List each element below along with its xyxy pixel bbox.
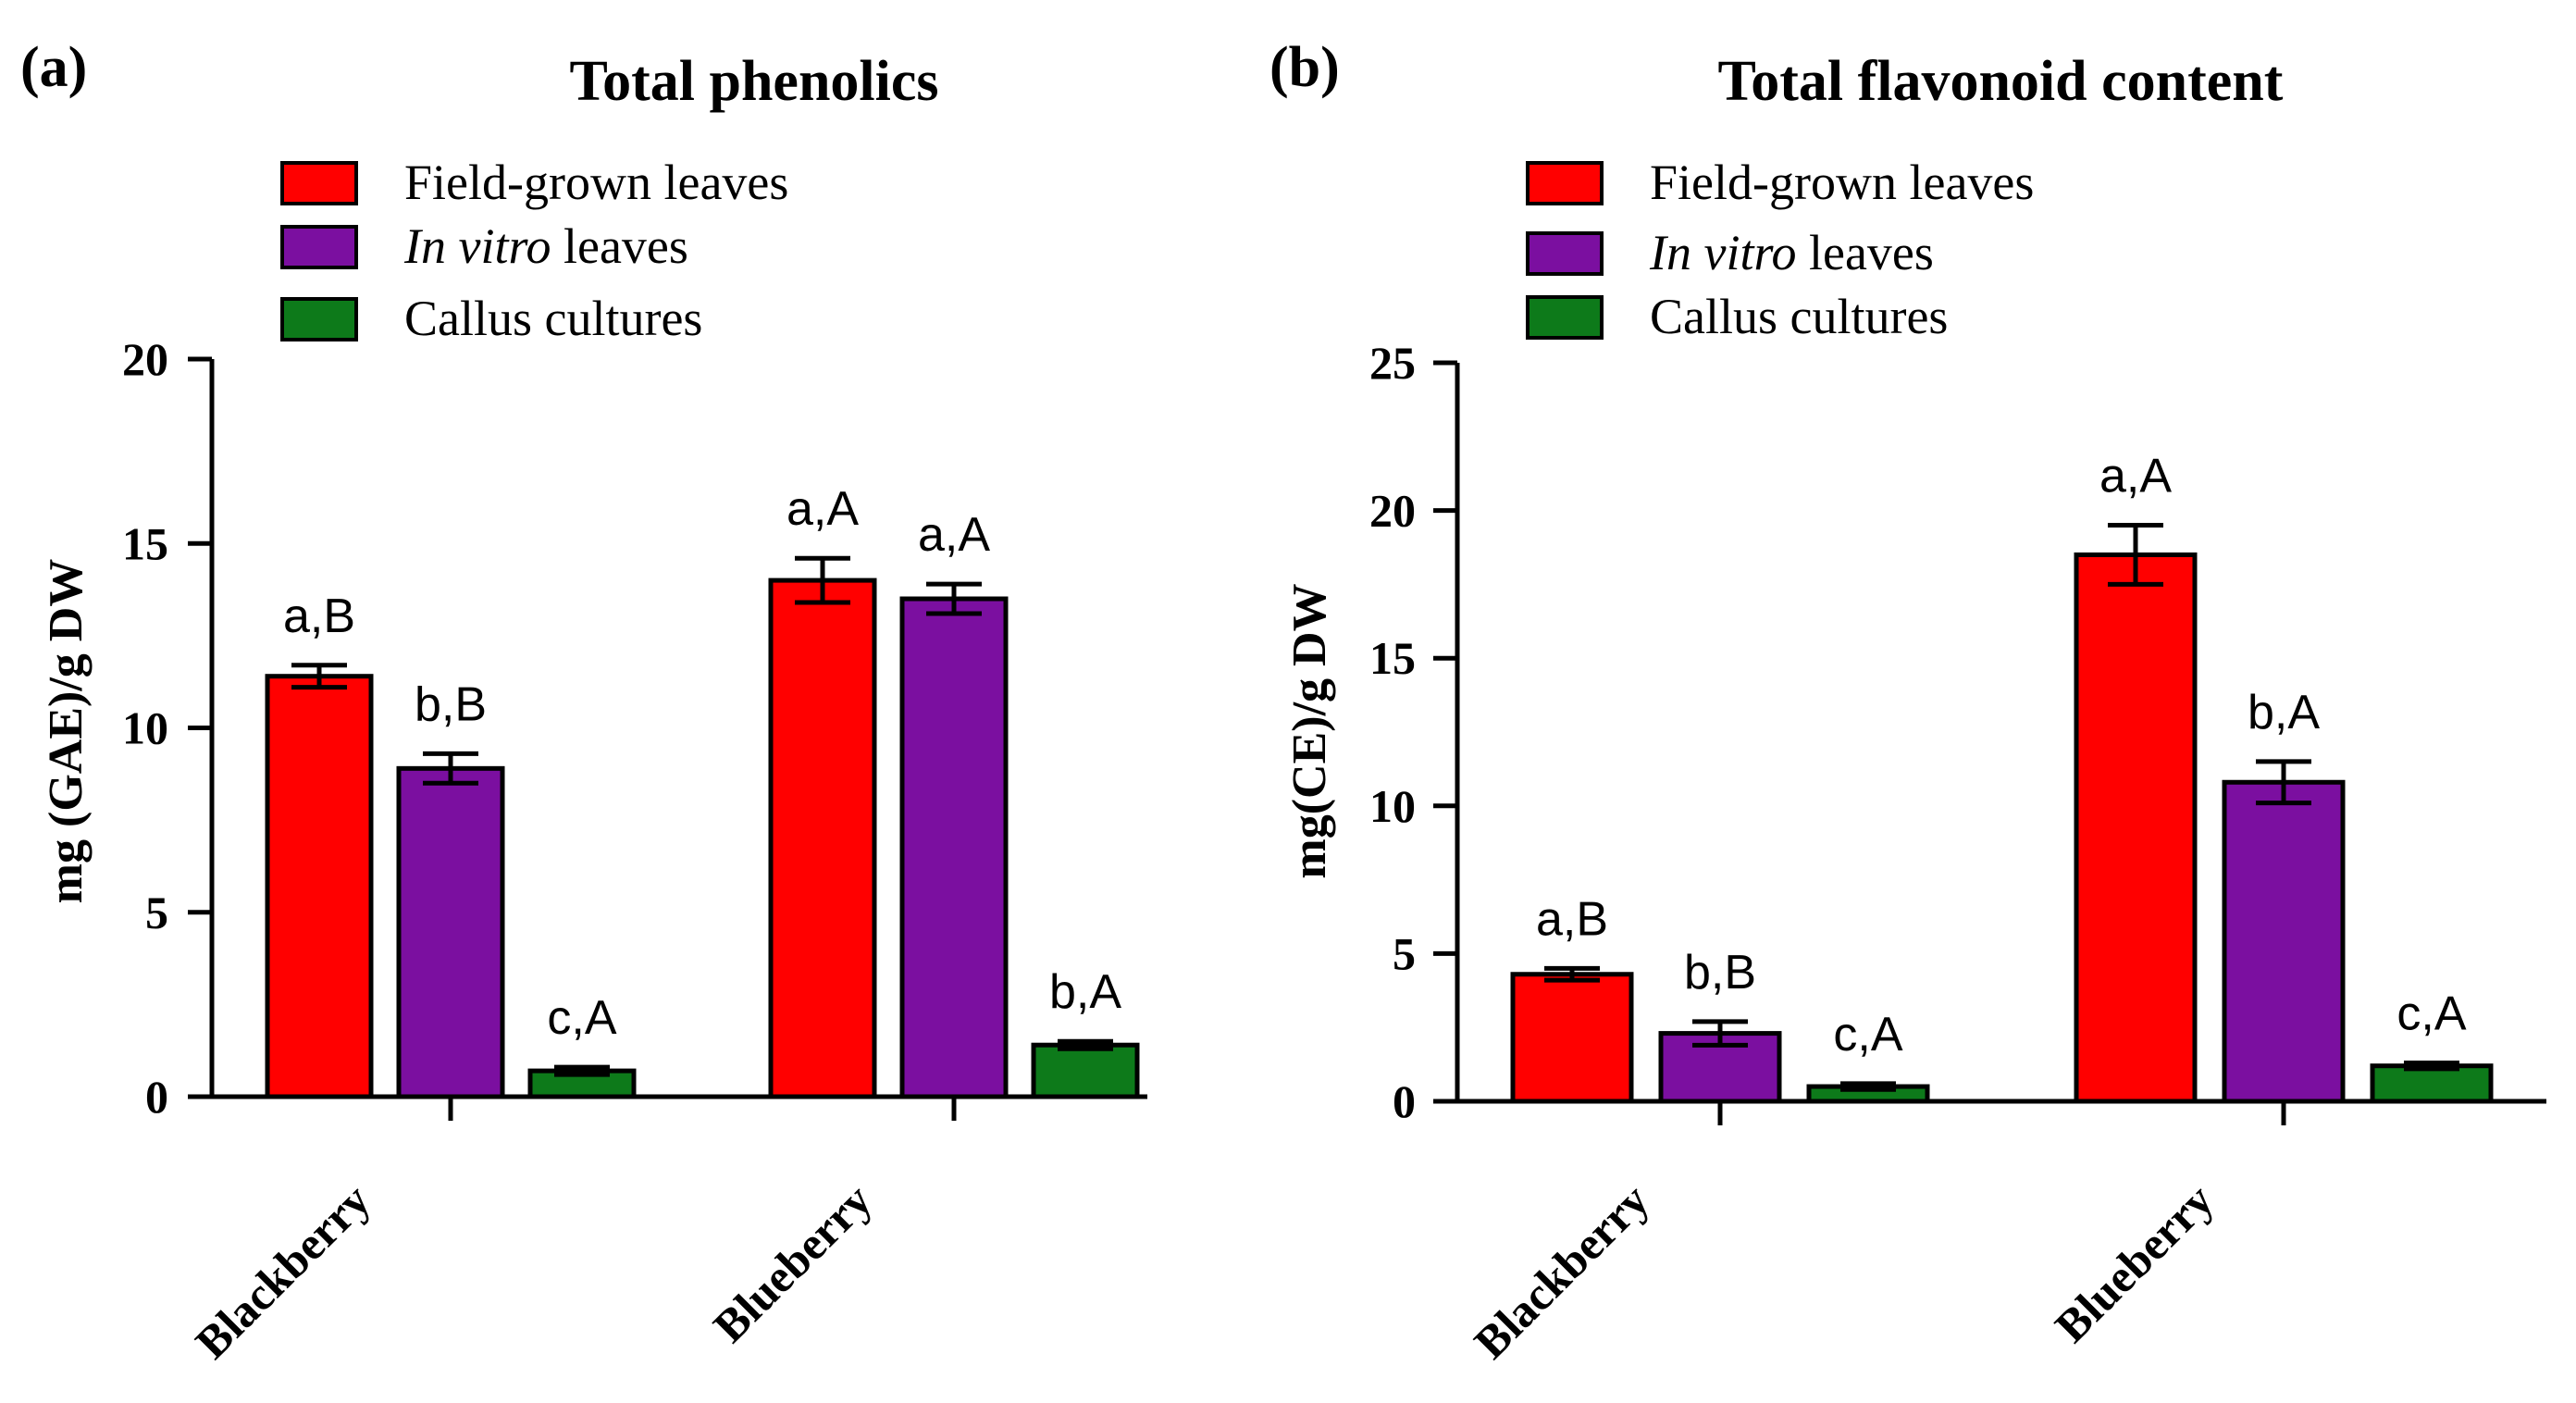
legend-b-vitro-label: In vitro leaves [1649, 225, 1934, 280]
panel-a-ytick-label: 15 [122, 517, 168, 569]
panel-b-data-label: a,B [1536, 892, 1608, 946]
legend-a-field-label: Field-grown leaves [404, 155, 788, 210]
legend-a-vitro-rest: leaves [551, 218, 687, 274]
legend-b-vitro-swatch [1526, 231, 1604, 276]
panel-a-plot: 0 5 10 15 20 a,B b,B c,A Blackberry a,A a,A b,A Blue… [122, 333, 1147, 1369]
panel-b-data-label: c,A [1833, 1008, 1902, 1062]
panel-b-bar-blueberry-2 [2370, 1063, 2494, 1104]
panel-b-data-label: c,A [2396, 987, 2466, 1041]
panel-a-data-label: b,B [415, 677, 487, 731]
legend-b-field-swatch [1526, 161, 1604, 205]
panel-b-bar-blueberry-1 [2222, 779, 2346, 1104]
panel-b-ytick-label: 25 [1369, 337, 1416, 389]
legend-b-callus-swatch [1526, 295, 1604, 340]
panel-b-category-label: Blueberry [2045, 1173, 2223, 1352]
panel-a-ytick-label: 5 [145, 887, 168, 938]
panel-b-bar-blueberry-0 [2074, 552, 2198, 1104]
panel-b-data-label: b,B [1684, 946, 1756, 999]
panel-a-ytick-label: 0 [145, 1071, 168, 1123]
panel-b-ytick-label: 20 [1369, 485, 1416, 537]
panel-b-bar-blackberry-0 [1510, 972, 1634, 1104]
panel-a-ytick-label: 10 [122, 702, 168, 754]
legend-a-vitro-italic: In vitro [403, 218, 551, 274]
legend-a-field-swatch [280, 161, 358, 205]
panel-b-ylabel: mg(CE)/g DW [1283, 583, 1336, 878]
panel-a-ytick-label: 20 [122, 333, 168, 385]
legend-a-vitro-swatch [280, 225, 358, 269]
panel-b-label: (b) [1269, 36, 1340, 99]
panel-a-data-label: c,A [547, 991, 616, 1045]
panel-a-bar-blueberry-0 [768, 577, 877, 1099]
panel-b-ytick-label: 5 [1393, 927, 1416, 979]
panel-b-category-label: Blackberry [1464, 1173, 1658, 1368]
panel-b-title: Total flavonoid content [1718, 50, 2284, 113]
panel-a-data-label: b,A [1049, 965, 1121, 1019]
panel-a-bar-blackberry-0 [265, 674, 374, 1099]
panel-a-data-label: a,A [786, 482, 859, 536]
legend-a-callus-label: Callus cultures [404, 291, 702, 346]
panel-a-bar-blueberry-1 [899, 596, 1009, 1099]
panel-b-data-label: a,A [2099, 450, 2172, 503]
panel-a: (a) Total phenolics Field-grown leaves I… [20, 36, 939, 903]
legend-b-vitro-italic: In vitro [1649, 225, 1796, 280]
panel-b-ytick-label: 10 [1369, 780, 1416, 832]
panel-b-data-label: b,A [2248, 686, 2320, 739]
legend-b-callus-label: Callus cultures [1650, 289, 1948, 344]
panel-a-legend: Field-grown leaves In vitro leaves Callu… [280, 155, 788, 346]
panel-b-plot: 0 5 10 15 20 25 a,B b,B c,A Blackberry a,A b,A c,A Bl… [1369, 337, 2546, 1369]
panel-b-ytick-label: 15 [1369, 632, 1416, 684]
panel-a-label: (a) [20, 36, 87, 99]
legend-a-callus-swatch [280, 297, 358, 341]
legend-b-field-label: Field-grown leaves [1650, 155, 2034, 210]
legend-b-vitro-rest: leaves [1796, 225, 1933, 280]
panel-a-bar-blackberry-1 [396, 765, 505, 1099]
panel-a-bar-blueberry-2 [1031, 1042, 1140, 1099]
panel-a-data-label: a,B [283, 590, 355, 643]
panel-a-data-label: a,A [918, 508, 990, 562]
panel-b: (b) Total flavonoid content Field-grown … [1269, 36, 2284, 879]
legend-a-vitro-label: In vitro leaves [403, 218, 688, 274]
panel-a-category-label: Blueberry [703, 1173, 882, 1352]
panel-a-ylabel: mg (GAE)/g DW [40, 559, 93, 904]
panel-b-ytick-label: 0 [1393, 1075, 1416, 1127]
panel-a-title: Total phenolics [569, 50, 938, 113]
panel-b-legend: Field-grown leaves In vitro leaves Callu… [1526, 155, 2034, 344]
panel-a-category-label: Blackberry [185, 1173, 379, 1368]
